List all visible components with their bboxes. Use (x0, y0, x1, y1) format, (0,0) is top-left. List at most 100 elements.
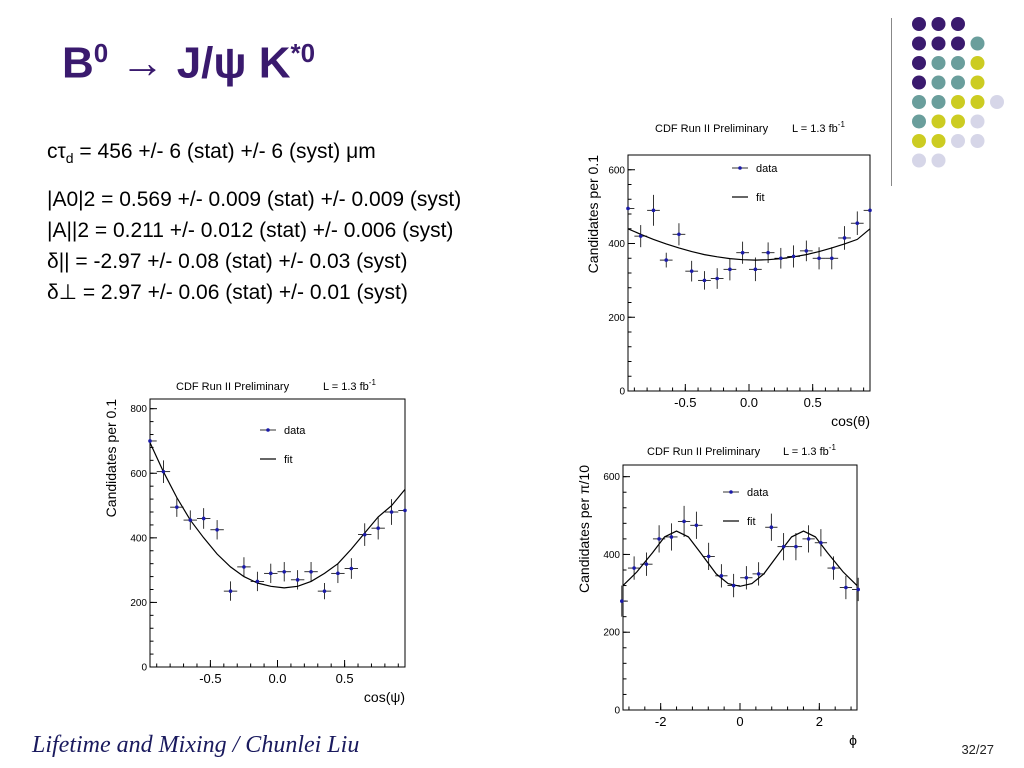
data-point (640, 552, 653, 576)
y-tick-label: 0 (619, 387, 625, 398)
x-tick-label: 0.5 (336, 671, 354, 686)
data-point (196, 508, 211, 529)
y-tick-label: 600 (130, 469, 147, 480)
data-marker (715, 276, 719, 281)
data-marker (403, 508, 407, 513)
data-marker (282, 569, 287, 574)
decorative-dot (912, 95, 926, 109)
x-tick-label: -2 (655, 714, 667, 729)
data-point (665, 523, 678, 551)
data-marker (702, 278, 707, 283)
decorative-dot (912, 17, 926, 31)
data-marker (817, 256, 821, 261)
data-point (698, 271, 711, 290)
data-point (825, 247, 839, 270)
fit-curve (622, 530, 858, 587)
data-point (690, 511, 703, 539)
x-axis-title: ϕ (849, 732, 857, 748)
decorative-dot (990, 95, 1004, 109)
data-marker (376, 526, 380, 530)
y-tick-label: 600 (603, 472, 620, 483)
chart-cos-psi: CDF Run II Preliminary L = 1.3 fb-1 0 200 40… (103, 378, 407, 705)
x-tick-label: -0.5 (674, 395, 696, 410)
y-tick-label: 200 (130, 598, 147, 609)
data-point (740, 566, 753, 590)
data-marker (731, 583, 736, 588)
data-point (620, 585, 628, 617)
data-point (250, 571, 265, 592)
phase-par-result: δ|| = -2.97 +/- 0.08 (stat) +/- 0.03 (sy… (47, 250, 408, 274)
decorative-dot (951, 95, 965, 109)
data-marker (740, 250, 745, 255)
ctau-result: cτd = 456 +/- 6 (stat) +/- 6 (syst) μm (47, 136, 461, 174)
decorative-dot (931, 95, 946, 109)
data-marker (794, 544, 798, 549)
y-axis-title: Candidates per π/10 (576, 465, 592, 593)
data-marker (855, 221, 860, 226)
data-marker (651, 208, 656, 213)
decorative-dot (912, 75, 926, 90)
x-tick-label: 0.0 (740, 395, 758, 410)
plot-frame (622, 464, 858, 711)
data-marker (242, 565, 246, 569)
decorative-dot (970, 95, 985, 109)
data-marker (255, 579, 260, 584)
data-marker (728, 267, 732, 272)
legend-data-marker (729, 490, 733, 494)
decorative-dot (931, 36, 946, 51)
fit-curve (149, 442, 406, 589)
y-tick-label: 600 (608, 165, 625, 176)
chart-header: CDF Run II Preliminary (647, 446, 761, 458)
data-point (765, 513, 778, 541)
decorative-dot (951, 56, 965, 70)
data-point (774, 247, 788, 269)
y-axis-title: Candidates per 0.1 (103, 399, 119, 518)
data-marker (842, 236, 847, 240)
data-point (715, 564, 728, 588)
legend-fit-label: fit (747, 516, 756, 528)
data-marker (804, 249, 809, 253)
data-marker (626, 206, 630, 211)
data-marker (362, 532, 367, 537)
decorative-dot (912, 36, 926, 51)
legend-data-marker (738, 166, 742, 170)
data-marker (148, 439, 152, 443)
data-point (852, 577, 860, 602)
data-point (677, 505, 691, 537)
data-point (710, 268, 724, 289)
data-point (317, 583, 332, 600)
data-point (634, 225, 648, 248)
fit-results: cτd = 456 +/- 6 (stat) +/- 6 (syst) μm |… (47, 136, 461, 308)
data-point (170, 497, 184, 517)
data-marker (844, 585, 848, 590)
x-tick-label: -0.5 (199, 671, 221, 686)
x-tick-label: 2 (816, 714, 823, 729)
chart-luminosity: L = 1.3 fb-1 (783, 443, 836, 458)
data-marker (694, 523, 699, 528)
data-marker (682, 519, 686, 524)
page-number: 32/27 (961, 742, 994, 757)
data-point (814, 529, 828, 557)
decorative-dot (931, 75, 946, 90)
data-marker (638, 234, 643, 238)
y-tick-label: 200 (608, 313, 625, 324)
x-tick-label: 0.0 (268, 671, 286, 686)
decorative-dot (912, 153, 926, 168)
amplitude-apar-result: |A||2 = 0.211 +/- 0.012 (stat) +/- 0.006… (47, 219, 454, 243)
ctau-value: = 456 +/- 6 (stat) +/- 6 (syst) μm (73, 140, 376, 163)
x-tick-label: 0.5 (804, 395, 822, 410)
title-superscript-zero: 0 (93, 38, 109, 68)
legend-data-label: data (747, 487, 769, 499)
decorative-dot (912, 56, 926, 70)
data-point (723, 258, 737, 281)
data-point (183, 510, 197, 530)
y-tick-label: 400 (130, 533, 147, 544)
data-marker (644, 562, 649, 566)
chart-header: CDF Run II Preliminary (176, 381, 290, 393)
data-point (839, 575, 853, 600)
data-point (787, 245, 800, 268)
data-marker (632, 566, 636, 570)
decorative-dot (931, 17, 946, 31)
legend-data-label: data (756, 163, 778, 175)
data-marker (756, 572, 761, 576)
